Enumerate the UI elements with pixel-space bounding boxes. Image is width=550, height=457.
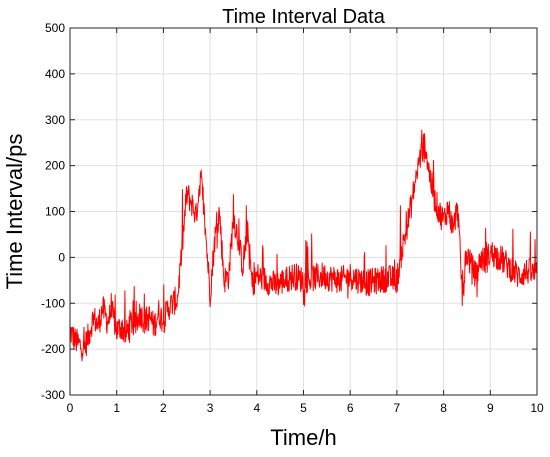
x-tick-label: 3 bbox=[207, 401, 214, 415]
x-tick-label: 2 bbox=[160, 401, 167, 415]
y-tick-label: -200 bbox=[41, 342, 65, 356]
y-tick-label: 100 bbox=[45, 205, 65, 219]
x-tick-label: 8 bbox=[440, 401, 447, 415]
x-tick-label: 5 bbox=[300, 401, 307, 415]
x-tick-label: 10 bbox=[530, 401, 544, 415]
x-tick-label: 0 bbox=[67, 401, 74, 415]
ticks: 0 1 2 3 4 5 6 7 8 9 10 -300 -200 -100 0 100 200 300 400 500 bbox=[41, 21, 544, 415]
y-tick-label: 400 bbox=[45, 67, 65, 81]
x-tick-label: 9 bbox=[487, 401, 494, 415]
chart-title: Time Interval Data bbox=[222, 6, 386, 28]
x-tick-label: 7 bbox=[394, 401, 401, 415]
x-tick-label: 6 bbox=[347, 401, 354, 415]
y-tick-label: 200 bbox=[45, 159, 65, 173]
y-tick-label: -300 bbox=[41, 388, 65, 402]
y-tick-label: 0 bbox=[58, 250, 65, 264]
grid bbox=[69, 27, 538, 396]
y-tick-label: 300 bbox=[45, 113, 65, 127]
series-line-0 bbox=[69, 129, 538, 362]
y-axis-title: Time Interval/ps bbox=[2, 134, 27, 290]
x-tick-label: 4 bbox=[253, 401, 260, 415]
y-tick-label: 500 bbox=[45, 21, 65, 35]
y-tick-label: -100 bbox=[41, 296, 65, 310]
series-layer bbox=[69, 129, 538, 362]
x-axis-title: Time/h bbox=[270, 425, 336, 450]
x-tick-label: 1 bbox=[113, 401, 120, 415]
